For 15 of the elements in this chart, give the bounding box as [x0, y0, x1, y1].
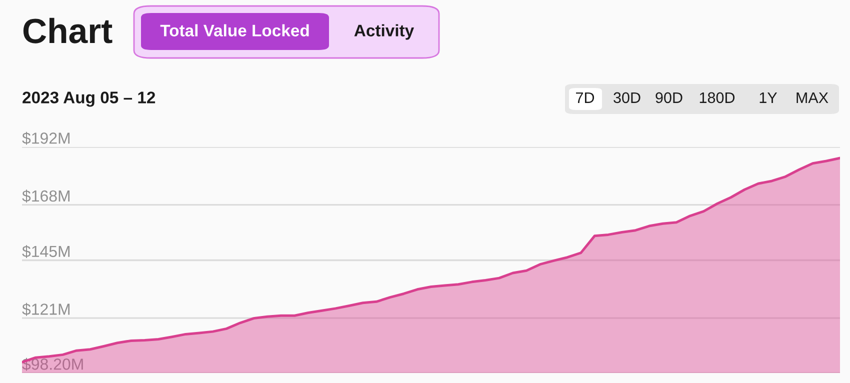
y-tick-label: $192M: [22, 132, 70, 145]
text: 90D: [656, 92, 682, 104]
text: 180D: [700, 92, 735, 104]
y-tick-label: $121M: [22, 302, 70, 316]
y-tick-label: $145M: [22, 245, 70, 258]
y-tick-label: $168M: [22, 190, 70, 203]
text: Activity: [354, 24, 414, 40]
text: 30D: [614, 92, 640, 104]
y-tick-label: $98.20M: [22, 358, 83, 371]
chart-subtitle: 2023 Aug 05 – 12: [22, 92, 156, 107]
text: 7D: [576, 92, 594, 103]
text: MAX: [796, 92, 828, 103]
chart-title: Chart: [23, 18, 112, 44]
text: 1Y: [760, 92, 778, 103]
text: Total Value Locked: [160, 24, 309, 36]
